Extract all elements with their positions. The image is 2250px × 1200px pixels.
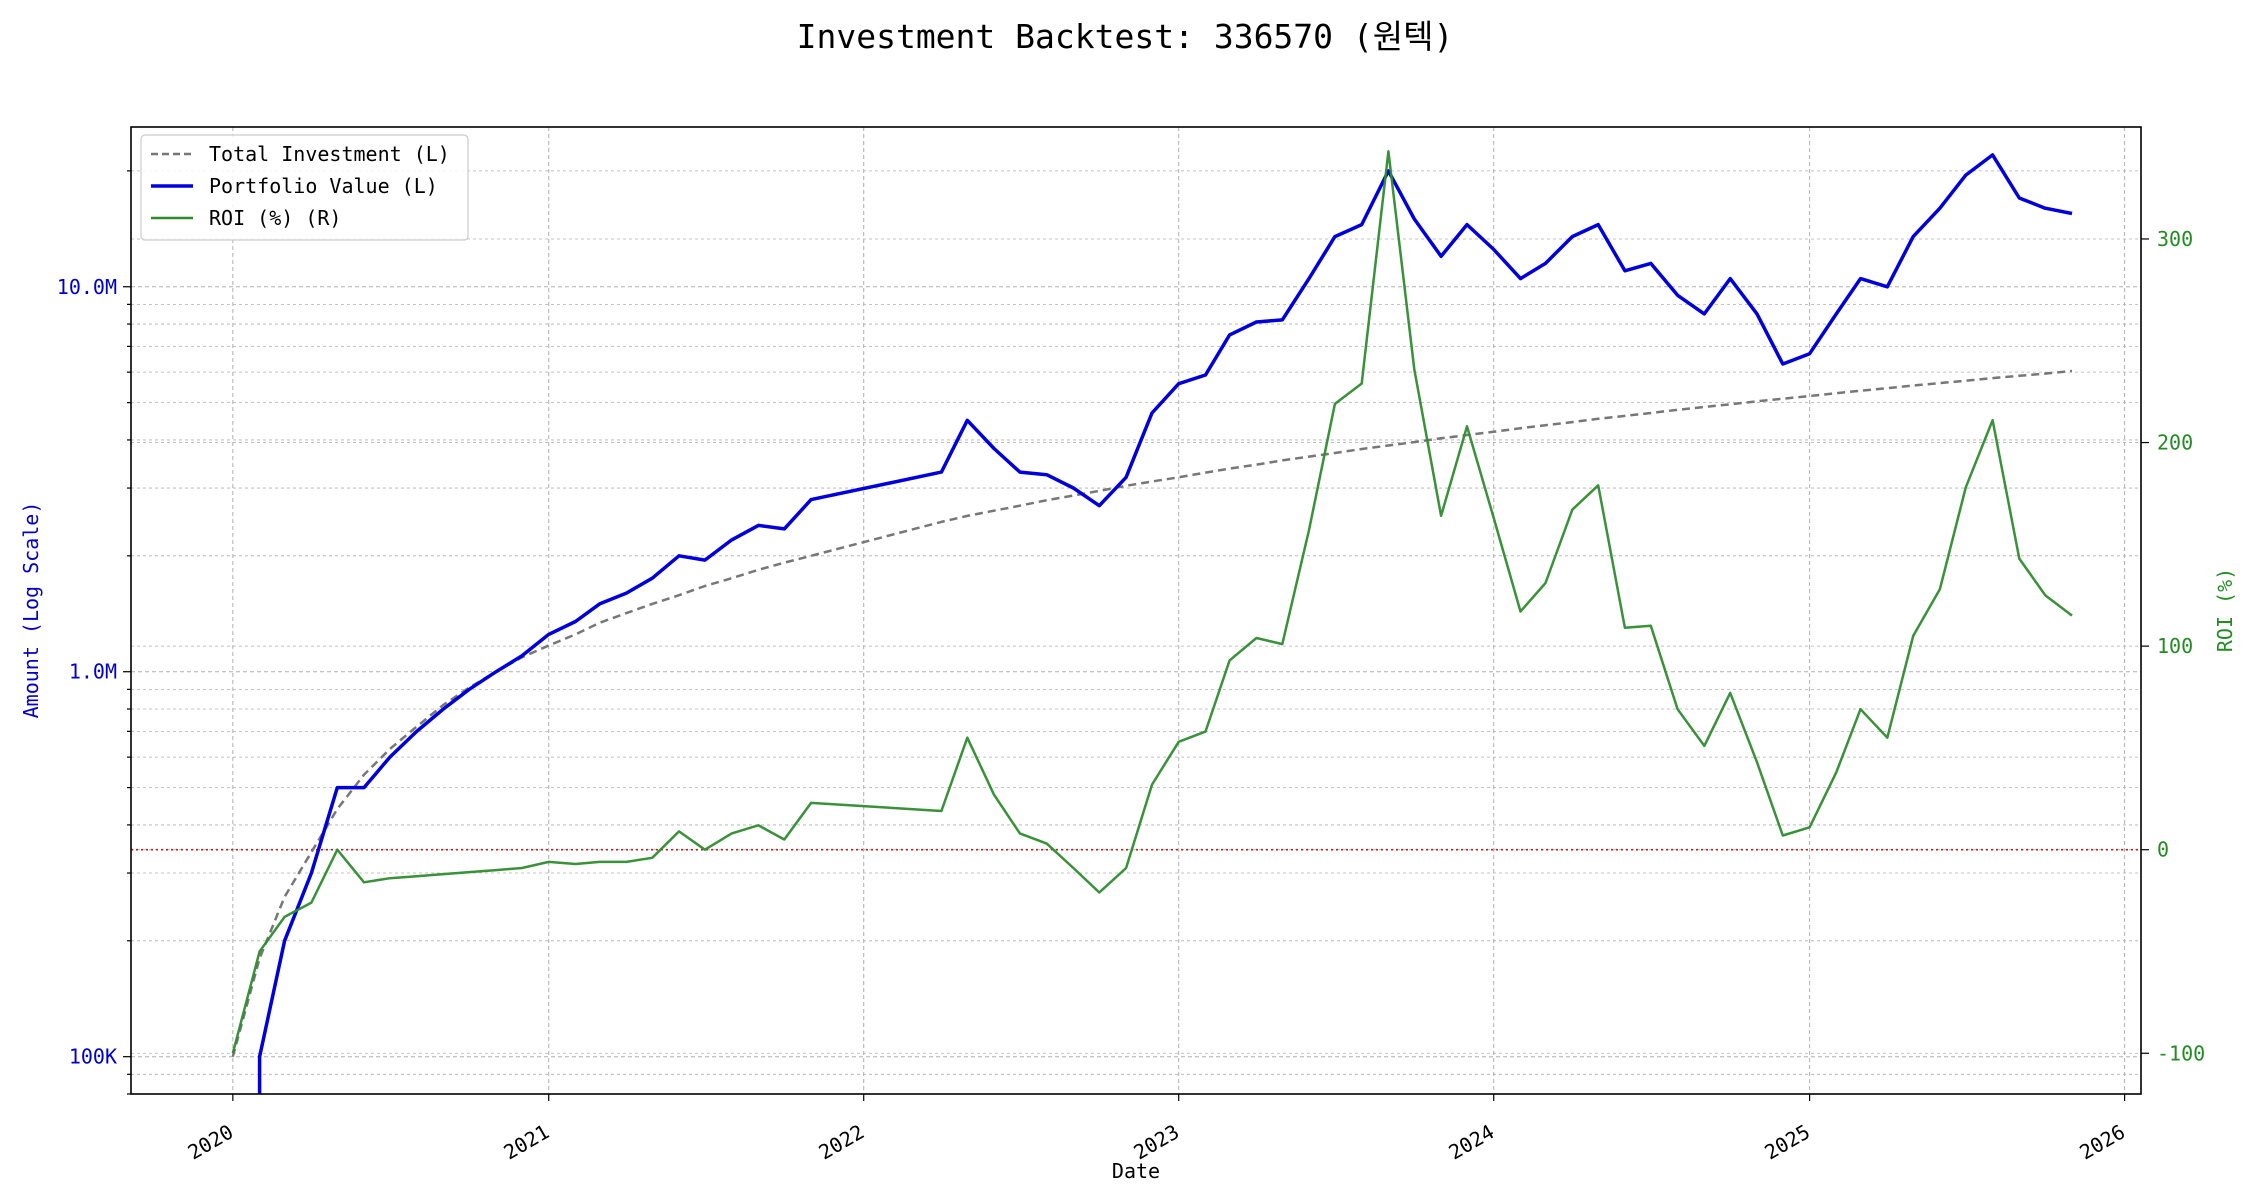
grid-layer (131, 127, 2141, 1095)
x-axis-title: Date (1112, 1159, 1160, 1183)
series-layer (131, 150, 2141, 1094)
chart-title: Investment Backtest: 336570 (원텍) (797, 17, 1454, 56)
left-axis-title: Amount (Log Scale) (19, 502, 43, 719)
legend-label-roi: ROI (%) (R) (209, 206, 341, 230)
portfolio-value-line (257, 153, 2073, 1094)
left-tick-label: 100K (69, 1045, 117, 1069)
left-tick-label: 1.0M (69, 660, 117, 684)
right-tick-label: 300 (2157, 227, 2193, 251)
plot-frame (130, 126, 2142, 1095)
right-tick-label: 0 (2157, 838, 2169, 862)
legend: Total Investment (L) Portfolio Value (L)… (140, 134, 469, 241)
right-axis-title: ROI (%) (2213, 568, 2237, 652)
legend-label-total-investment: Total Investment (L) (209, 142, 450, 166)
left-tick-label: 10.0M (57, 275, 117, 299)
legend-label-portfolio-value: Portfolio Value (L) (209, 174, 438, 198)
legend-box (140, 134, 469, 241)
right-tick-label: 100 (2157, 634, 2193, 658)
right-tick-label: 200 (2157, 431, 2193, 455)
roi-line (231, 150, 2073, 1054)
right-tick-label: -100 (2157, 1041, 2205, 1065)
